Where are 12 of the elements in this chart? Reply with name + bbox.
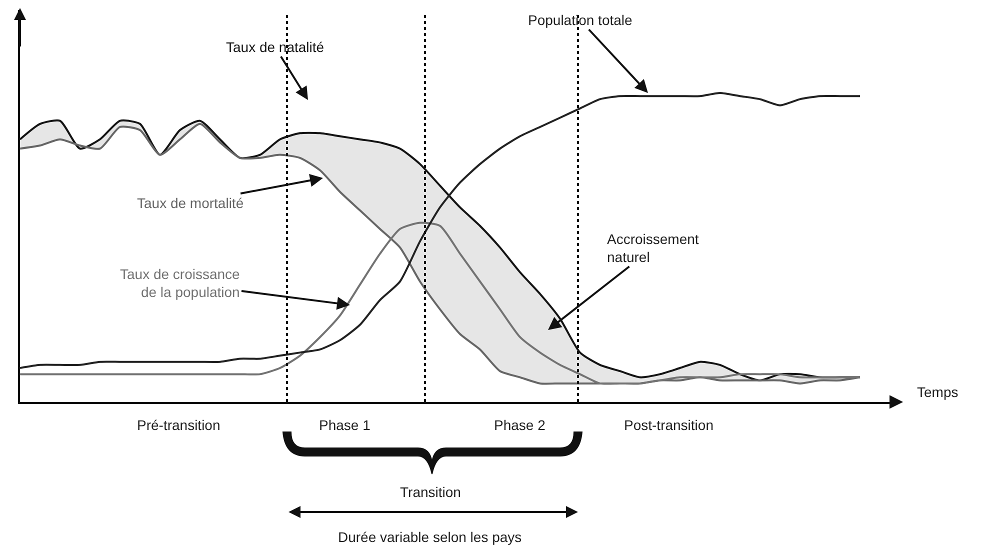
text: Taux de mortalité <box>137 195 244 211</box>
text: Taux de natalité <box>226 39 324 55</box>
text: Taux de croissance de la population <box>120 266 240 300</box>
x-axis-title: Temps <box>917 384 958 400</box>
text: Post-transition <box>624 417 714 433</box>
text: Transition <box>400 484 461 500</box>
annotation: Accroissement naturel <box>607 231 699 266</box>
text: Population totale <box>528 12 633 28</box>
text: Pré-transition <box>137 417 220 433</box>
text: Durée variable selon les pays <box>338 529 522 545</box>
text: Phase 2 <box>494 417 546 433</box>
text: Phase 1 <box>319 417 371 433</box>
